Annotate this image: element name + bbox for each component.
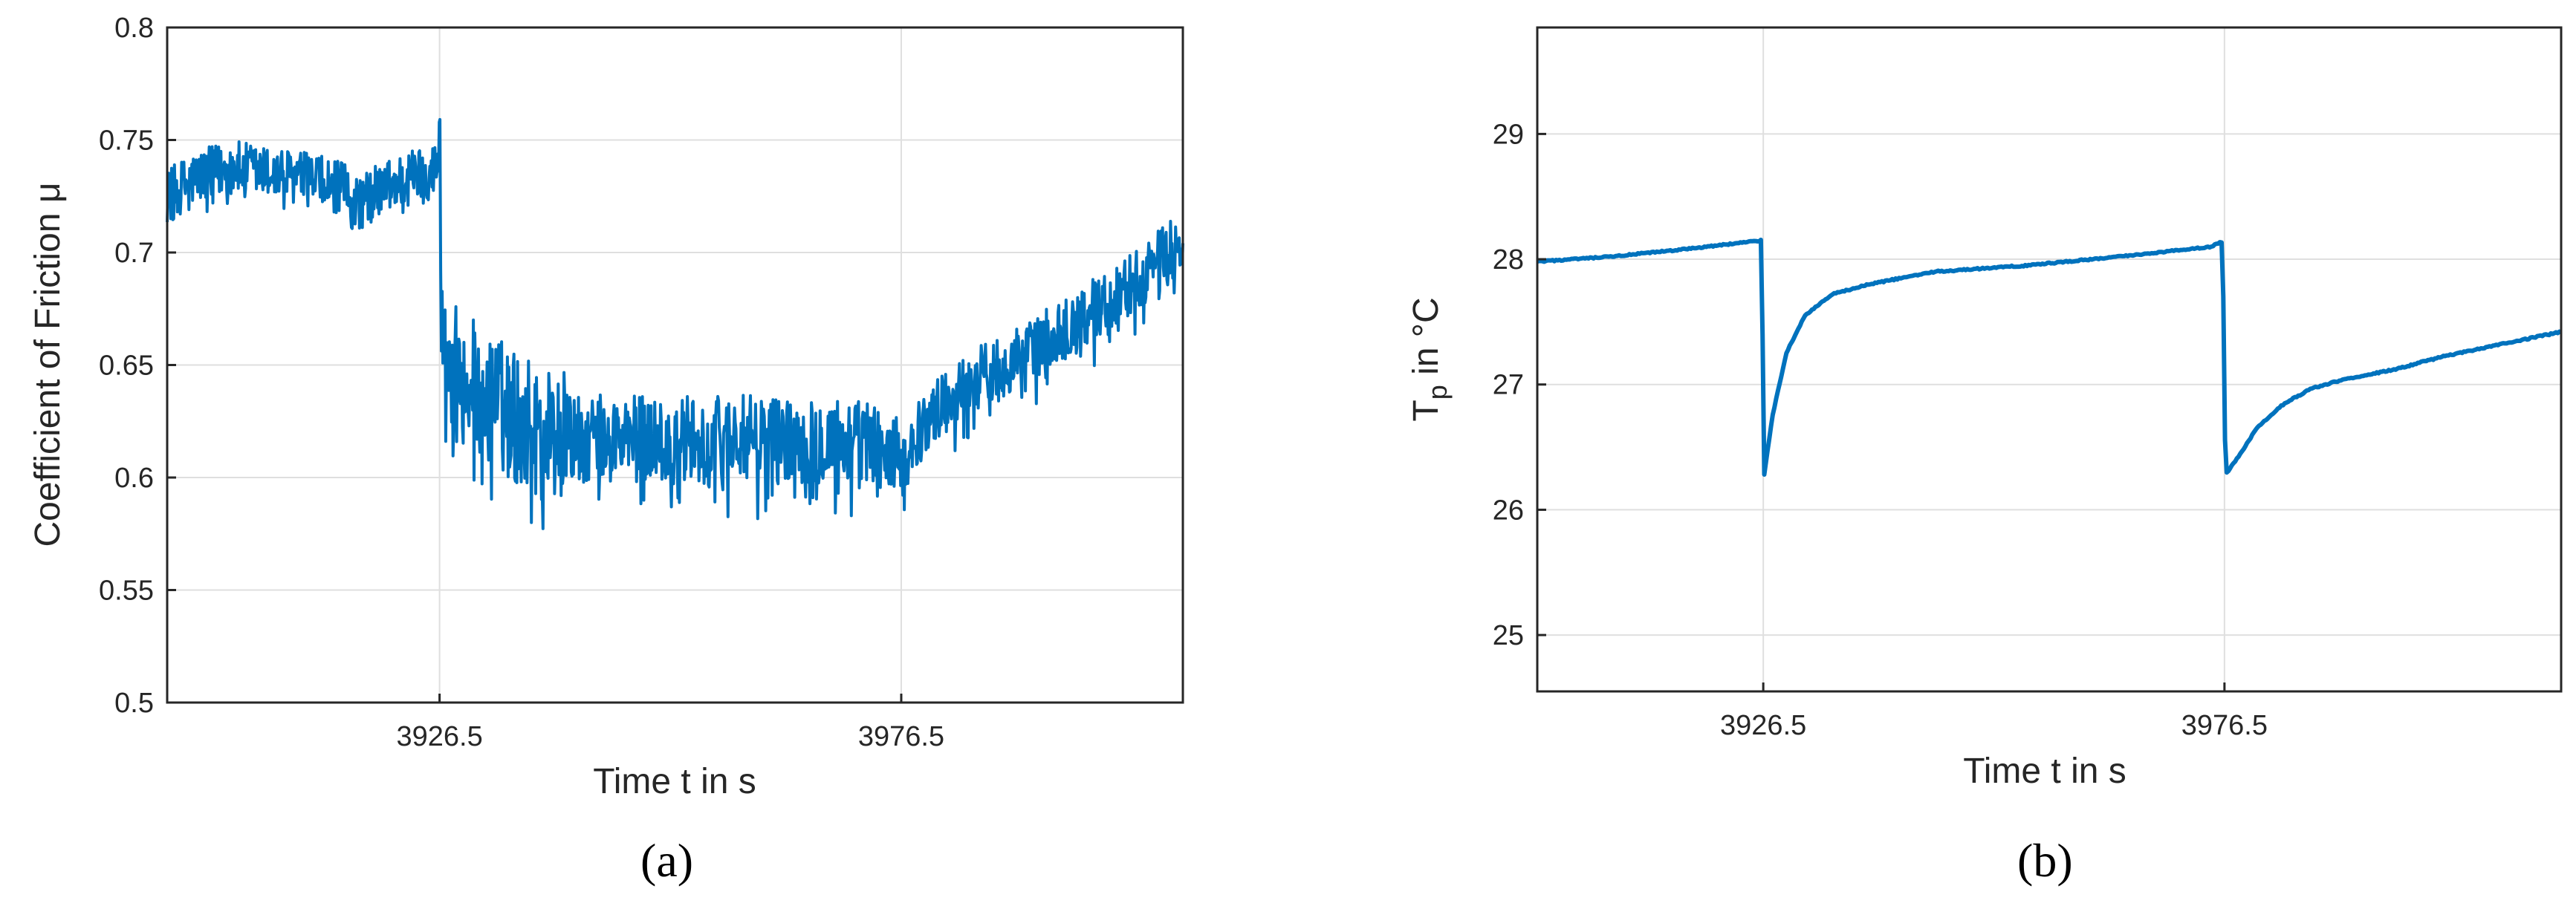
friction-y-tick-label: 0.7	[114, 238, 154, 269]
friction-y-tick-label: 0.5	[114, 688, 154, 719]
temperature-y-label-unit: in °C	[1407, 297, 1446, 385]
friction-x-axis-label: Time t in s	[593, 762, 756, 801]
temperature-y-axis-label: Tp in °C	[1407, 297, 1453, 421]
friction-y-tick-label: 0.75	[99, 126, 154, 157]
friction-gridlines	[167, 27, 1183, 703]
temperature-series	[1537, 238, 2563, 477]
friction-series	[166, 117, 1184, 530]
panel-caption-b: (b)	[2017, 834, 2073, 887]
temperature-y-label-subscript: p	[1422, 385, 1453, 400]
friction-y-tick-label: 0.65	[99, 351, 154, 382]
friction-chart: 3926.5 3976.5 0.5 0.55 0.6 0.65 0.7 0.75 0.8 Tim…	[28, 13, 1184, 887]
temperature-y-tick-label: 26	[1493, 495, 1524, 526]
temperature-plot-frame	[1536, 26, 2563, 693]
temperature-x-axis-label: Time t in s	[1963, 752, 2126, 791]
temperature-y-tick-label: 28	[1493, 244, 1524, 276]
temperature-y-tick-label: 27	[1493, 370, 1524, 401]
friction-series-line	[166, 117, 1184, 530]
friction-x-tick-label: 3926.5	[396, 721, 482, 752]
friction-y-tick-label: 0.8	[114, 13, 154, 44]
friction-y-tick-label: 0.55	[99, 576, 154, 607]
temperature-ticks: 3926.5 3976.5 25 26 27 28 29	[1493, 119, 2268, 741]
temperature-gridlines	[1537, 27, 2561, 691]
friction-y-axis-label: Coefficient of Friction μ	[28, 183, 68, 547]
panel-caption-a: (a)	[640, 834, 693, 887]
friction-x-tick-label: 3976.5	[858, 721, 944, 752]
friction-y-tick-label: 0.6	[114, 463, 154, 494]
friction-ticks: 3926.5 3976.5 0.5 0.55 0.6 0.65 0.7 0.75 0.8	[99, 13, 944, 752]
temperature-chart: 3926.5 3976.5 25 26 27 28 29 Time t in s Tp in…	[1407, 26, 2563, 887]
temperature-y-label-main: T	[1407, 400, 1446, 421]
temperature-series-line	[1537, 238, 2563, 477]
temperature-y-tick-label: 25	[1493, 620, 1524, 651]
temperature-y-tick-label: 29	[1493, 119, 1524, 150]
temperature-x-tick-label: 3926.5	[1720, 710, 1806, 741]
temperature-x-tick-label: 3976.5	[2181, 710, 2268, 741]
